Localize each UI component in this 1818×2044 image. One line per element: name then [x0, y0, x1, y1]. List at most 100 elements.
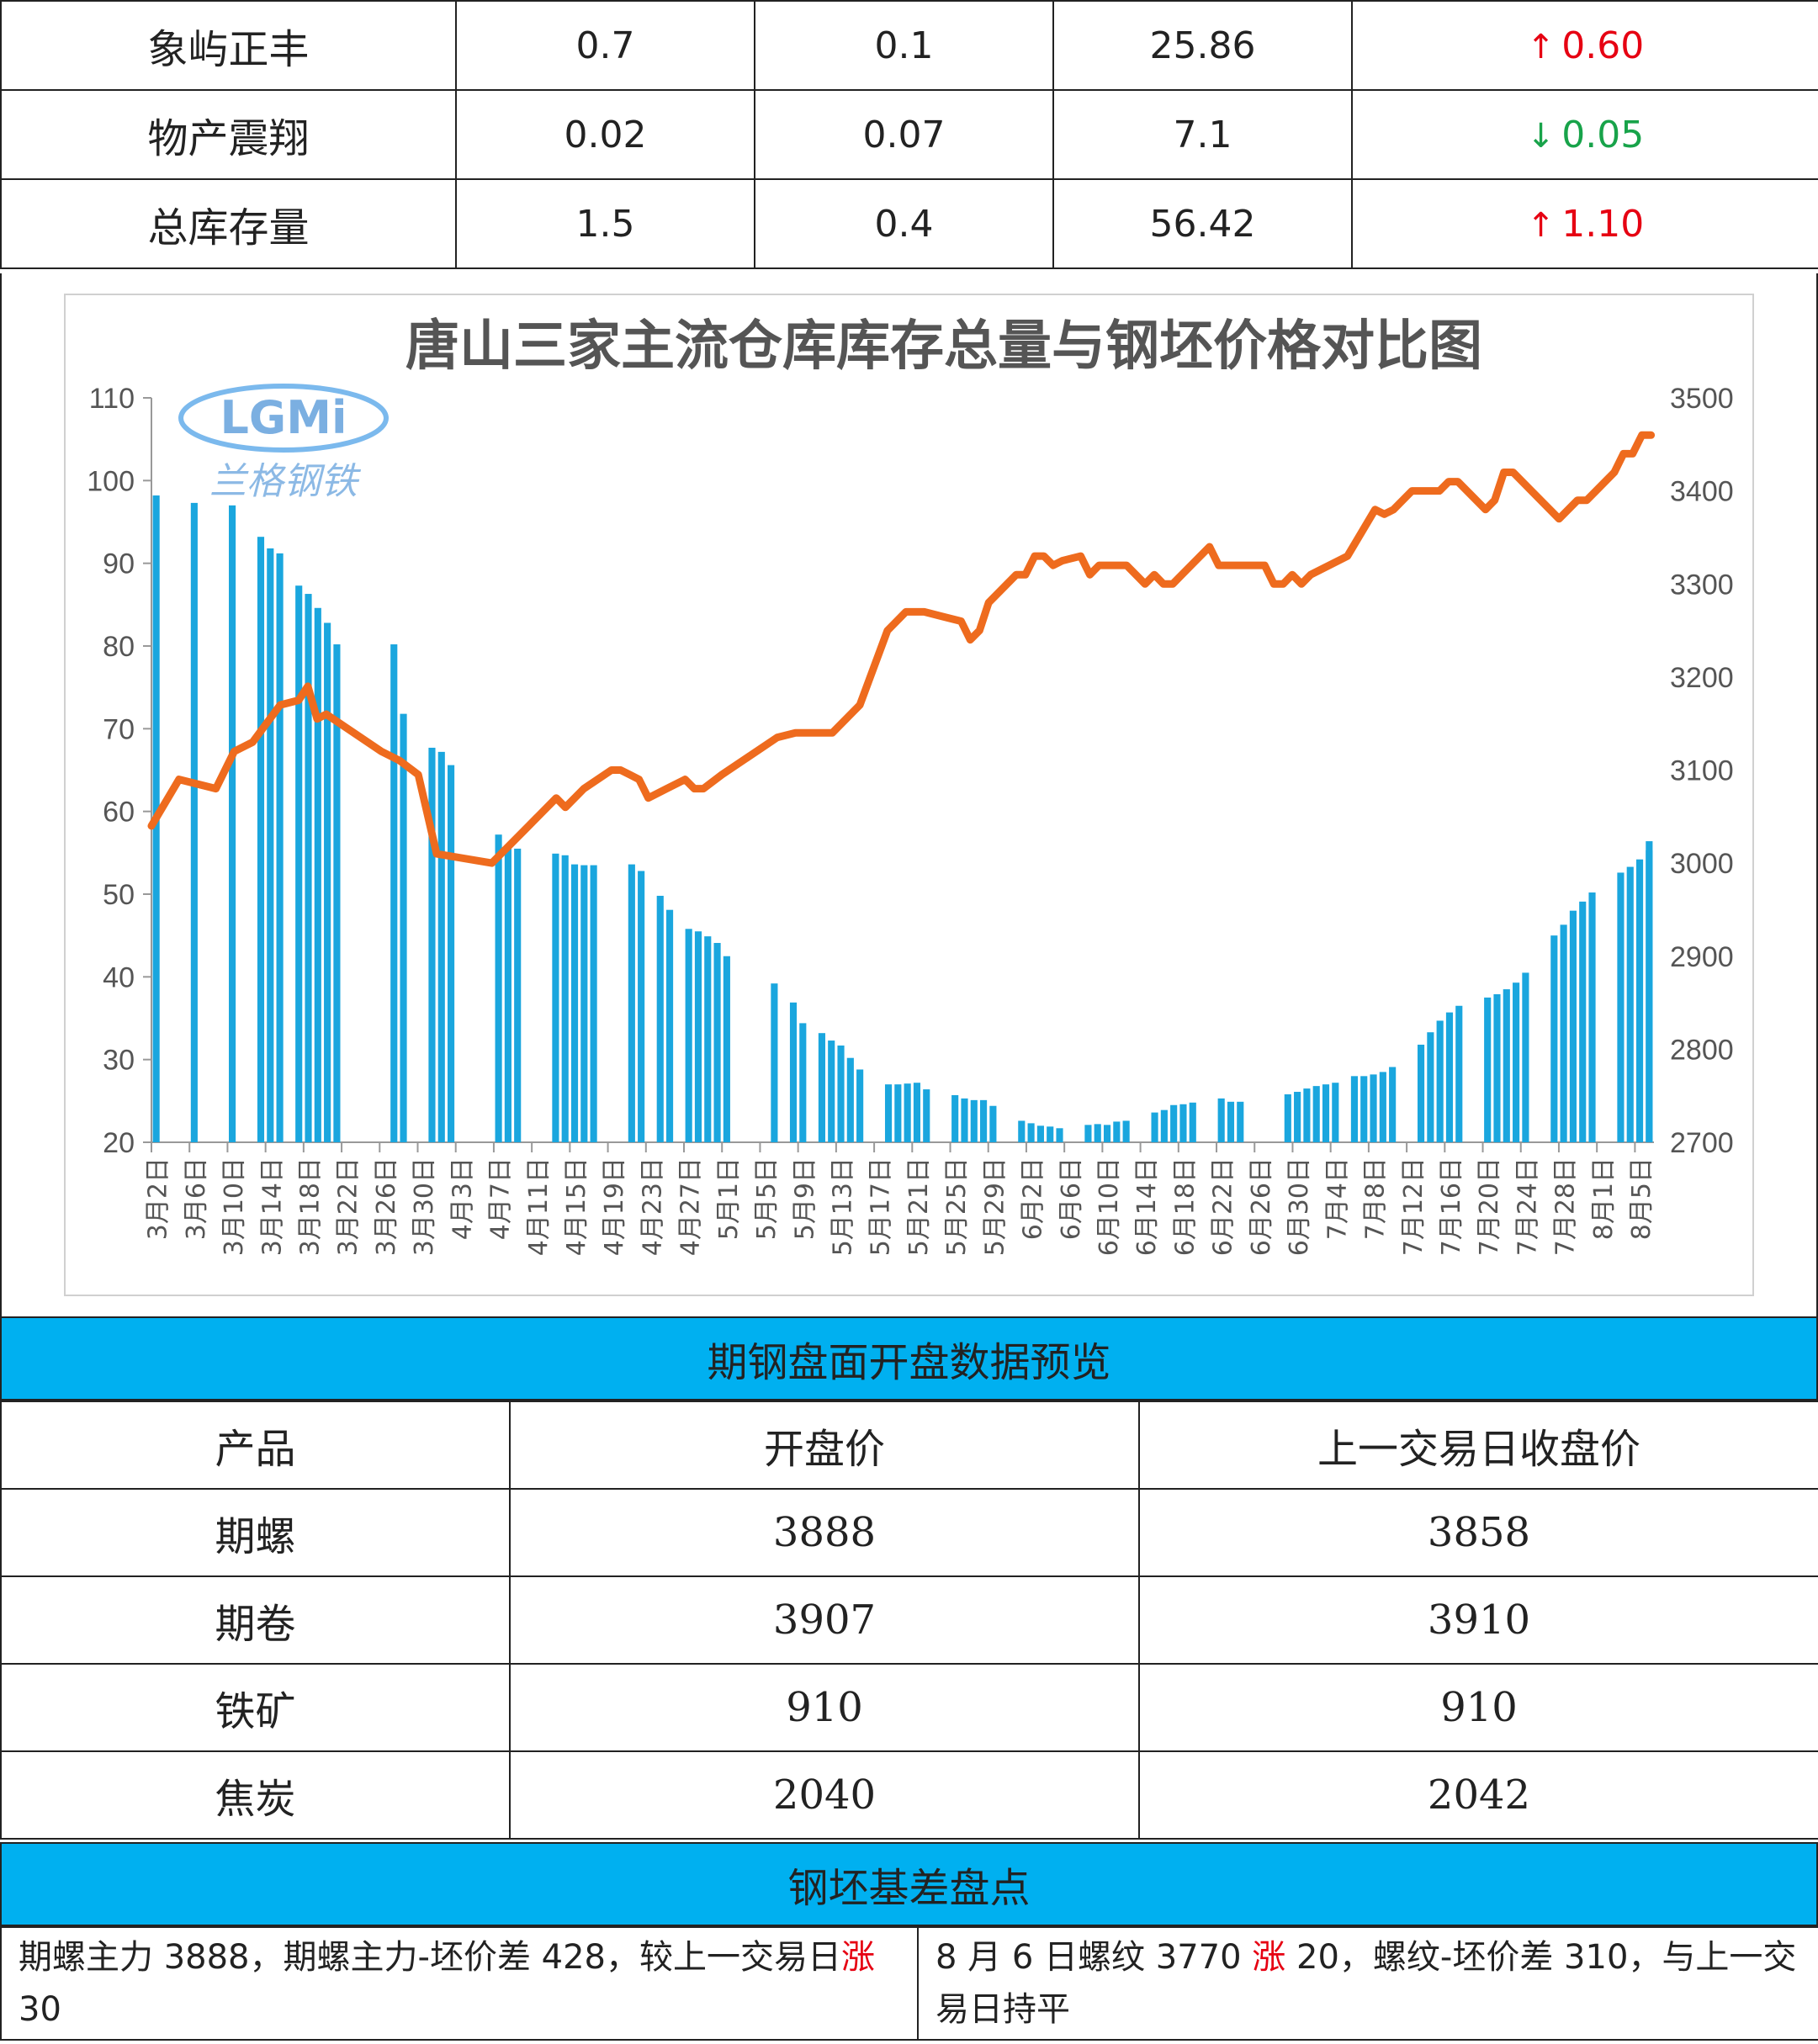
x-tick-label: 5月17日	[867, 1157, 896, 1256]
product-name: 铁矿	[0, 1663, 511, 1752]
x-tick-label: 7月16日	[1437, 1157, 1466, 1256]
inventory-bar	[1189, 1102, 1196, 1142]
inventory-bar	[1370, 1074, 1377, 1142]
chart-section: LGMi 兰格钢铁 唐山三家主流仓库库存总量与钢坯价格对比图 20 30 40 50 60 70…	[0, 273, 1818, 1316]
x-tick-label: 8月1日	[1589, 1157, 1619, 1240]
x-tick-label: 3月14日	[257, 1157, 287, 1256]
table-row: 物产震翔 0.02 0.07 7.1 ↓ 0.05	[0, 89, 1818, 180]
inventory-bar	[1427, 1032, 1434, 1142]
inventory-bar	[400, 713, 407, 1142]
product-name: 期卷	[0, 1575, 511, 1665]
prev-close-price: 2042	[1138, 1750, 1818, 1840]
y-left-tick-label: 110	[89, 383, 135, 415]
x-tick-label: 6月22日	[1209, 1157, 1238, 1256]
y-right-tick-label: 3100	[1670, 755, 1734, 787]
x-tick-label: 3月2日	[144, 1157, 173, 1240]
x-tick-label: 6月10日	[1095, 1157, 1124, 1256]
inventory-bar	[190, 502, 198, 1142]
prev-close-price: 3858	[1138, 1488, 1818, 1577]
rise-label: 涨	[841, 1938, 876, 1977]
inventory-bar	[390, 644, 398, 1142]
x-tick-label: 7月24日	[1513, 1157, 1542, 1256]
inventory-bar	[437, 751, 445, 1142]
inventory-bar	[1084, 1125, 1092, 1142]
inventory-bar	[580, 865, 588, 1142]
x-tick-label: 6月2日	[1019, 1157, 1048, 1240]
y-left-tick-label: 30	[103, 1045, 135, 1077]
table-row: 期螺主力 3888，期螺主力-坯价差 428，较上一交易日涨 30 8 月 6 …	[0, 1926, 1818, 2041]
x-tick-label: 3月26日	[372, 1157, 401, 1256]
table-row: 总库存量 1.5 0.4 56.42 ↑ 1.10	[0, 178, 1818, 269]
inventory-bar	[913, 1083, 921, 1142]
inventory-bar	[1360, 1076, 1368, 1142]
inventory-bar	[828, 1041, 835, 1142]
inventory-bar	[771, 983, 778, 1142]
x-tick-label: 7月20日	[1475, 1157, 1504, 1256]
inventory-bar	[665, 909, 674, 1142]
x-tick-label: 6月6日	[1057, 1157, 1086, 1240]
inventory-bar	[590, 865, 597, 1142]
cell-value: 1.5	[455, 178, 755, 269]
inventory-bar	[333, 644, 341, 1142]
inventory-bar	[846, 1057, 854, 1142]
cell-value: 25.86	[1052, 0, 1353, 91]
basis-right-cell: 8 月 6 日螺纹 3770 涨 20，螺纹-坯价差 310，与上一交易日持平	[917, 1926, 1818, 2041]
inventory-bar	[324, 622, 331, 1142]
cell-value: 7.1	[1052, 89, 1353, 180]
arrow-up-icon: ↑	[1526, 27, 1556, 66]
x-tick-label: 6月26日	[1247, 1157, 1276, 1256]
inventory-bar	[951, 1094, 959, 1142]
inventory-bar	[267, 548, 274, 1142]
cell-value: 0.1	[754, 0, 1054, 91]
y-left-tick-label: 60	[103, 797, 135, 829]
inventory-bar	[1122, 1120, 1130, 1142]
inventory-bar	[229, 505, 236, 1142]
x-tick-label: 5月13日	[829, 1157, 858, 1256]
change-value: 1.10	[1561, 202, 1645, 246]
basis-text: 20，螺纹-坯价差 310，与上一交易日持平	[936, 1938, 1797, 2029]
x-tick-label: 4月19日	[600, 1157, 629, 1256]
inventory-bar	[1379, 1072, 1386, 1142]
prev-close-price: 910	[1138, 1663, 1818, 1752]
x-tick-label: 4月15日	[562, 1157, 591, 1256]
inventory-bar	[1522, 972, 1529, 1142]
inventory-bar	[1151, 1112, 1158, 1142]
y-left-tick-label: 90	[103, 548, 135, 580]
inventory-bar	[1237, 1101, 1244, 1142]
inventory-bar	[1560, 924, 1567, 1142]
inventory-bar	[1503, 989, 1510, 1142]
inventory-bar	[1588, 892, 1596, 1142]
watermark-logo-text: LGMi	[220, 391, 347, 444]
inventory-bar	[799, 1023, 807, 1142]
inventory-bar	[1018, 1120, 1026, 1142]
inventory-bar	[1455, 1005, 1463, 1142]
inventory-bar	[723, 956, 730, 1142]
inventory-bar	[1047, 1126, 1054, 1142]
inventory-bar	[1635, 859, 1644, 1142]
inventory-bar	[970, 1099, 978, 1142]
table-row: 铁矿 910 910	[0, 1663, 1818, 1752]
inventory-bar	[1303, 1088, 1311, 1142]
inventory-bar	[1332, 1083, 1339, 1142]
billet-price-line	[147, 431, 1656, 867]
x-tick-label: 3月22日	[334, 1157, 363, 1256]
rise-label: 涨	[1252, 1938, 1286, 1977]
y-right-tick-label: 3000	[1670, 848, 1734, 880]
inventory-bar	[923, 1089, 930, 1142]
x-tick-label: 6月30日	[1285, 1157, 1314, 1256]
y-right-tick-label: 3200	[1670, 662, 1734, 694]
inventory-bar	[1103, 1125, 1111, 1142]
y-right-tick-label: 3500	[1670, 383, 1734, 415]
inventory-bar	[1294, 1092, 1301, 1142]
cell-value: 0.02	[455, 89, 755, 180]
x-tick-label: 3月18日	[296, 1157, 326, 1256]
y-left-tick-label: 80	[103, 631, 135, 663]
inventory-bar	[1579, 901, 1587, 1142]
x-tick-label: 7月28日	[1551, 1157, 1581, 1256]
inventory-price-chart: LGMi 兰格钢铁 唐山三家主流仓库库存总量与钢坯价格对比图 20 30 40 50 60 70…	[64, 294, 1754, 1296]
x-tick-label: 6月18日	[1170, 1157, 1200, 1256]
y-left-tick-label: 40	[103, 961, 135, 993]
inventory-bar	[1626, 866, 1634, 1142]
inventory-bar	[1312, 1086, 1320, 1142]
inventory-bar	[448, 765, 455, 1142]
